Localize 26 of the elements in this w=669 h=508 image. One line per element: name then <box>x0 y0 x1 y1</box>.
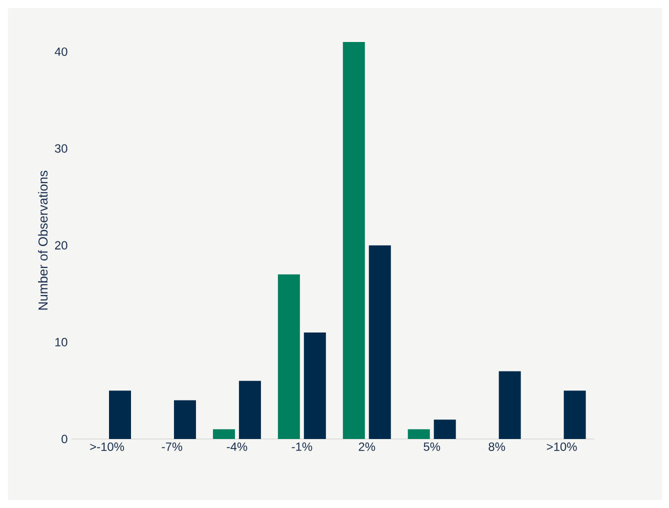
y-axis-title: Number of Observations <box>38 170 48 310</box>
bar <box>564 390 586 439</box>
y-tick-label: 30 <box>54 144 68 153</box>
bar <box>342 42 365 439</box>
x-tick-label: 5% <box>424 442 440 451</box>
x-tick-label: -1% <box>292 442 312 451</box>
y-tick-label: 0 <box>62 434 68 444</box>
bar <box>408 429 430 439</box>
x-tick-label: >-10% <box>90 442 124 451</box>
bar <box>278 274 300 439</box>
bar <box>238 380 261 439</box>
bar <box>109 390 132 439</box>
x-tick-label: -7% <box>162 442 182 451</box>
x-tick-label: -4% <box>226 442 248 451</box>
bar <box>212 429 235 439</box>
bar <box>434 420 456 439</box>
y-tick-label: 20 <box>55 241 68 250</box>
x-tick-label: 2% <box>358 442 376 451</box>
y-tick-label: 10 <box>55 338 68 346</box>
bar <box>368 245 391 439</box>
y-tick-label: 40 <box>54 47 68 56</box>
bar <box>498 371 521 439</box>
bar <box>304 332 326 439</box>
x-tick-label: >10% <box>546 442 577 451</box>
x-tick-label: 8% <box>488 442 506 451</box>
bar <box>174 400 196 439</box>
